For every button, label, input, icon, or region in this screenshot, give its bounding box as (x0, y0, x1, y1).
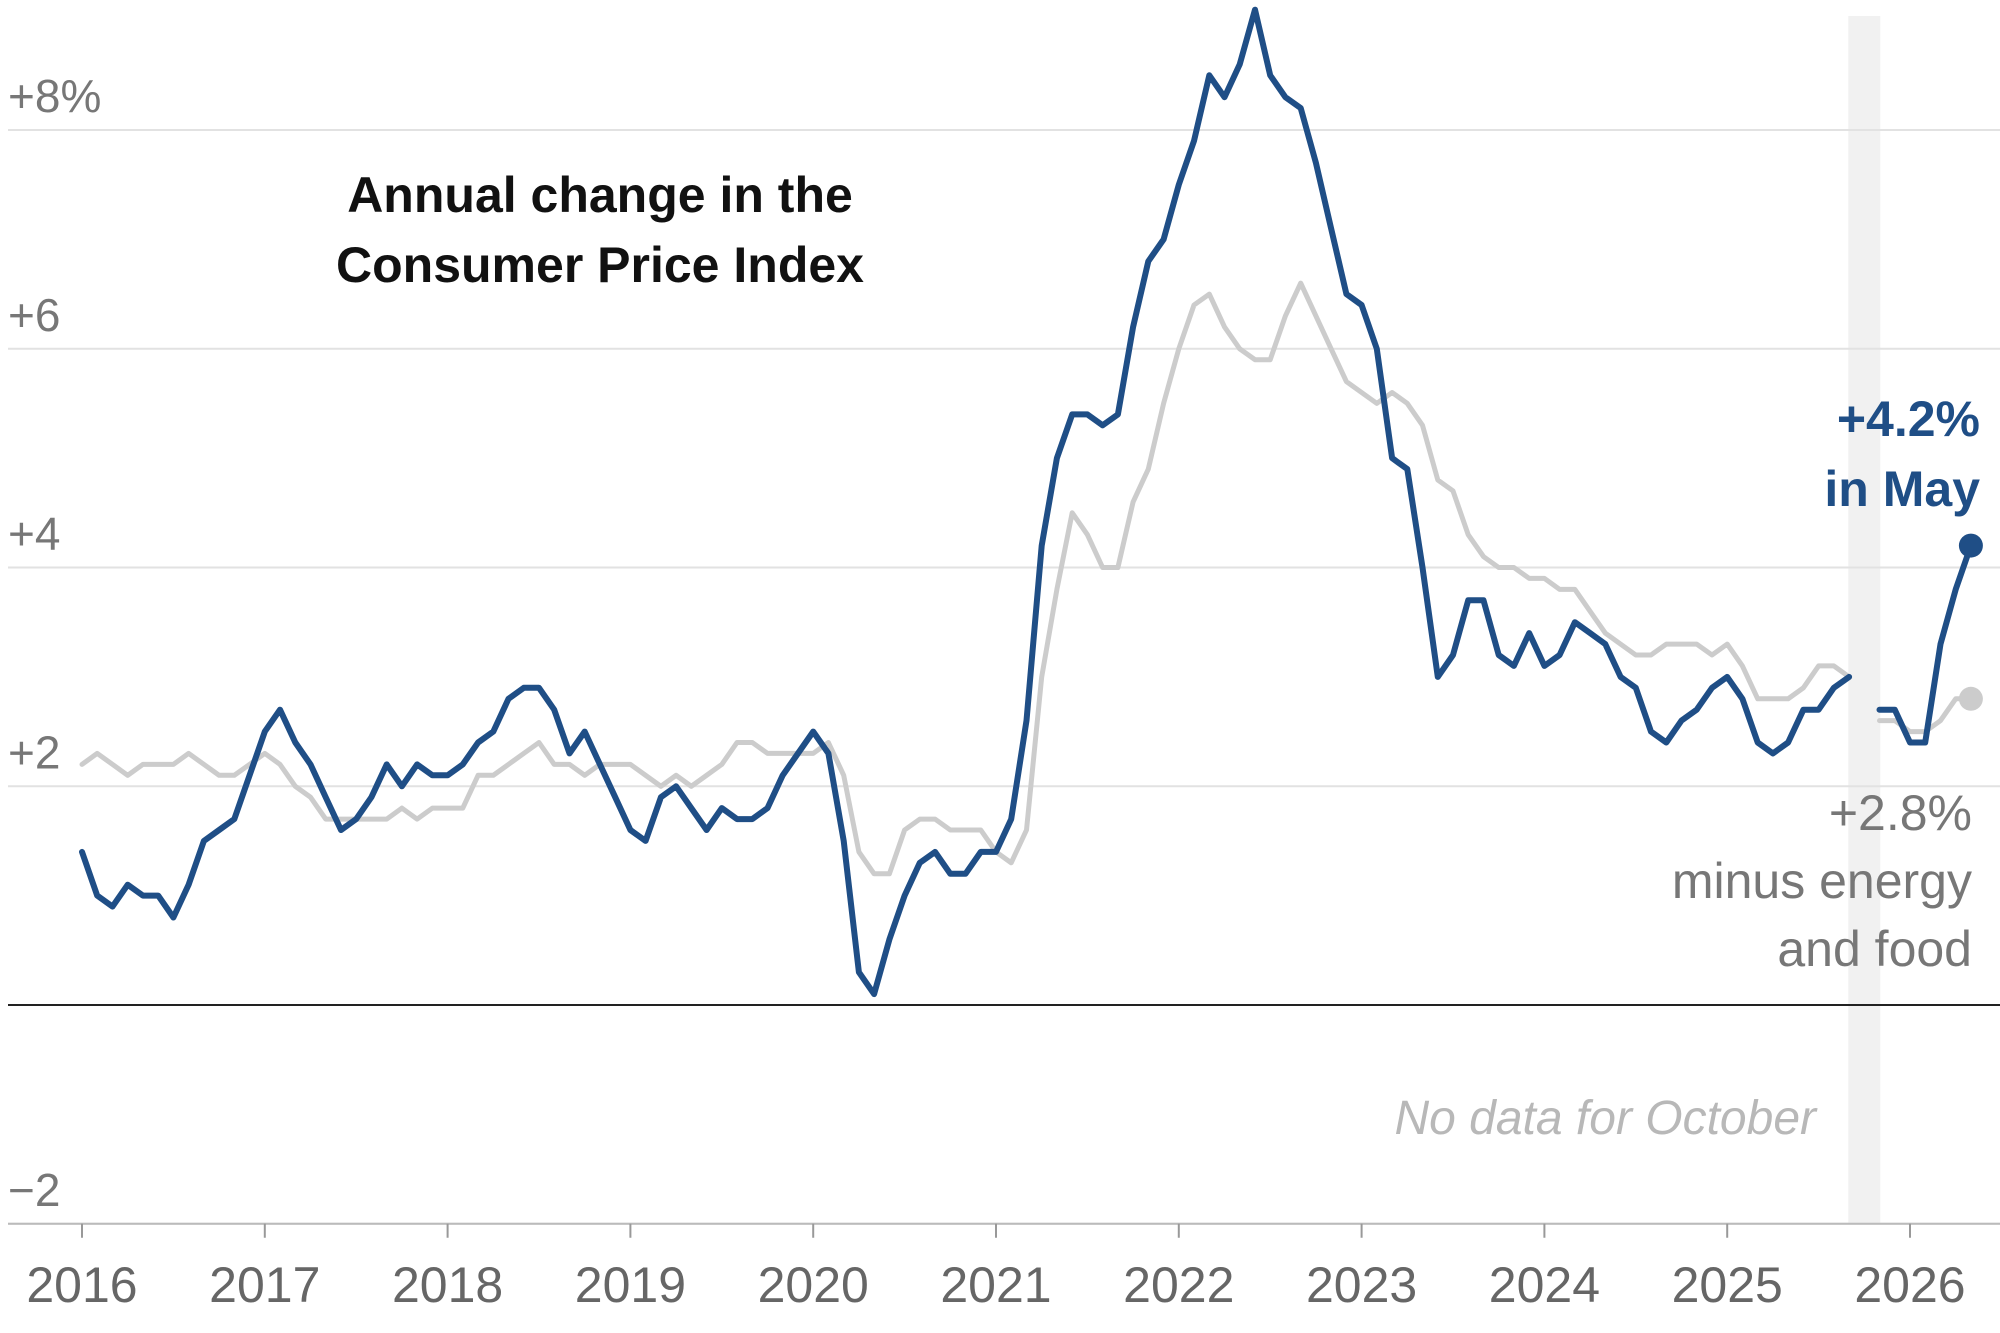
core-annotation-label-2: and food (1777, 921, 1972, 977)
x-tick-label: 2019 (575, 1257, 686, 1313)
x-tick-label: 2023 (1306, 1257, 1417, 1313)
core-annotation-value: +2.8% (1829, 785, 1972, 841)
x-tick-label: 2024 (1489, 1257, 1600, 1313)
gridlines (8, 129, 2000, 1225)
x-axis-ticks: 2016 2017 2018 2019 2020 2021 2022 2023 2024 2025… (26, 1223, 1966, 1313)
x-tick-label: 2022 (1123, 1257, 1234, 1313)
all-items-annotation-label: in May (1824, 461, 1980, 517)
all-items-annotation-value: +4.2% (1837, 391, 1980, 447)
no-data-band (1848, 16, 1881, 1224)
x-tick-label: 2017 (209, 1257, 320, 1313)
core-cpi-line (79, 280, 1974, 877)
chart-title-line-2: Consumer Price Index (336, 237, 864, 293)
series-layer (79, 6, 1983, 998)
core-annotation-label-1: minus energy (1672, 853, 1972, 909)
y-tick-label: −2 (8, 1164, 60, 1216)
y-tick-label: +4 (8, 508, 60, 560)
all-items-cpi-line (79, 6, 1974, 998)
x-tick-label: 2021 (940, 1257, 1051, 1313)
no-data-note: No data for October (1394, 1092, 1818, 1145)
x-tick-label: 2020 (758, 1257, 869, 1313)
all-items-cpi-endpoint (1958, 533, 1983, 558)
y-axis-ticks: +8% +6 +4 +2 −2 (8, 70, 101, 1216)
y-tick-label: +6 (8, 289, 60, 341)
chart-title-line-1: Annual change in the (347, 167, 853, 223)
x-tick-label: 2018 (392, 1257, 503, 1313)
x-tick-label: 2016 (26, 1257, 137, 1313)
y-tick-label: +8% (8, 70, 101, 122)
y-tick-label: +2 (8, 726, 60, 778)
core-cpi-endpoint (1958, 686, 1983, 711)
x-tick-label: 2026 (1854, 1257, 1965, 1313)
x-tick-label: 2025 (1672, 1257, 1783, 1313)
